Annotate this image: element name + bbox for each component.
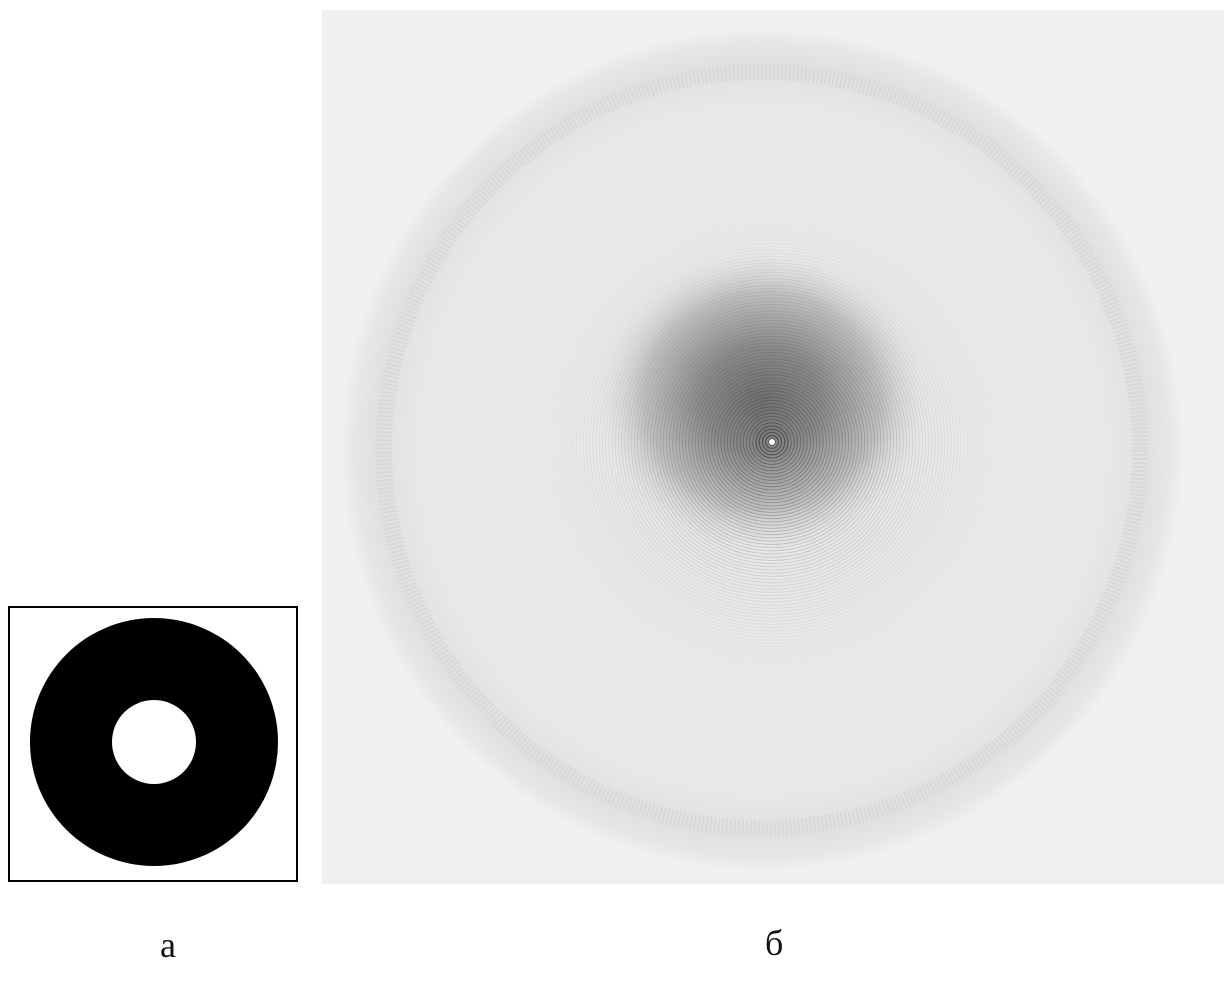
diffraction-ring — [550, 220, 994, 664]
diffraction-ring — [637, 307, 907, 577]
diffraction-ring — [557, 227, 987, 657]
diffraction-ring — [573, 243, 971, 641]
diffraction-ring — [755, 425, 789, 459]
diffraction-ring — [768, 438, 776, 446]
diffraction-ring — [665, 335, 878, 548]
diffraction-ring — [643, 313, 901, 571]
diffraction-ring — [611, 281, 933, 603]
diffraction-ring — [627, 297, 917, 587]
diffraction-ring — [563, 233, 981, 651]
annulus-aperture-image — [30, 618, 278, 866]
diffraction-ring — [688, 358, 856, 526]
diffraction-ring — [742, 412, 802, 472]
diffraction-ring — [707, 377, 837, 507]
diffraction-pattern-image — [342, 30, 1182, 870]
diffraction-ring — [621, 291, 923, 593]
diffraction-ring — [761, 431, 783, 453]
diffraction-ring — [694, 364, 850, 520]
diffraction-ring — [672, 342, 872, 542]
diffraction-ring — [701, 371, 843, 513]
diffraction-ring — [633, 303, 911, 581]
diffraction-ring — [656, 326, 888, 558]
diffraction-ring — [697, 367, 846, 516]
diffraction-ring — [624, 294, 920, 590]
diffraction-ring — [662, 332, 882, 552]
diffraction-ring — [681, 351, 862, 532]
diffraction-ring — [726, 396, 818, 488]
diffraction-ring — [704, 374, 840, 510]
diffraction-ring — [720, 390, 824, 494]
diffraction-ring — [675, 345, 869, 539]
diffraction-ring — [608, 278, 936, 606]
diffraction-ring — [669, 339, 875, 545]
diffraction-ring — [617, 287, 927, 597]
diffraction-ring — [601, 271, 943, 613]
diffraction-central-glow — [592, 245, 932, 555]
diffraction-ring — [764, 434, 780, 450]
diffraction-ring — [685, 355, 859, 529]
panel-a-label: а — [160, 925, 176, 965]
diffraction-ring — [579, 249, 965, 635]
diffraction-ring — [569, 239, 975, 645]
diffraction-ring — [659, 329, 885, 555]
diffraction-ring — [605, 275, 939, 609]
diffraction-ring — [678, 348, 866, 536]
diffraction-ring — [576, 246, 968, 638]
diffraction-ring — [713, 383, 830, 500]
diffraction-ring — [598, 268, 946, 616]
diffraction-ring-set — [547, 217, 997, 667]
diffraction-ring — [595, 265, 949, 619]
diffraction-outer-band — [376, 64, 1148, 836]
annulus-inner-hole — [112, 700, 196, 784]
diffraction-ring — [736, 406, 808, 478]
annulus-aperture-panel — [8, 606, 298, 882]
diffraction-ring — [649, 319, 894, 564]
diffraction-ring — [653, 323, 891, 561]
diffraction-ring — [560, 230, 984, 654]
diffraction-pattern-panel — [322, 10, 1224, 884]
diffraction-center-point — [769, 439, 775, 445]
diffraction-ring — [547, 217, 997, 667]
diffraction-ring — [729, 399, 814, 484]
diffraction-ring — [752, 422, 792, 462]
diffraction-ring — [630, 300, 914, 584]
diffraction-ring — [749, 419, 795, 465]
diffraction-ring — [739, 409, 805, 475]
diffraction-ring — [717, 387, 827, 497]
panel-b-label: б — [765, 923, 784, 963]
diffraction-ring — [589, 259, 955, 625]
diffraction-ring — [566, 236, 978, 648]
diffraction-ring — [585, 255, 959, 629]
diffraction-ring — [723, 393, 821, 491]
diffraction-ring — [553, 223, 991, 661]
diffraction-ring — [733, 403, 811, 481]
diffraction-ring — [582, 252, 962, 632]
diffraction-ring — [745, 415, 798, 468]
diffraction-ring — [646, 316, 898, 568]
diffraction-ring — [592, 262, 952, 622]
diffraction-ring — [640, 310, 904, 574]
diffraction-ring — [758, 428, 786, 456]
diffraction-ring — [614, 284, 930, 600]
diffraction-ring — [710, 380, 834, 504]
diffraction-ring — [691, 361, 853, 523]
